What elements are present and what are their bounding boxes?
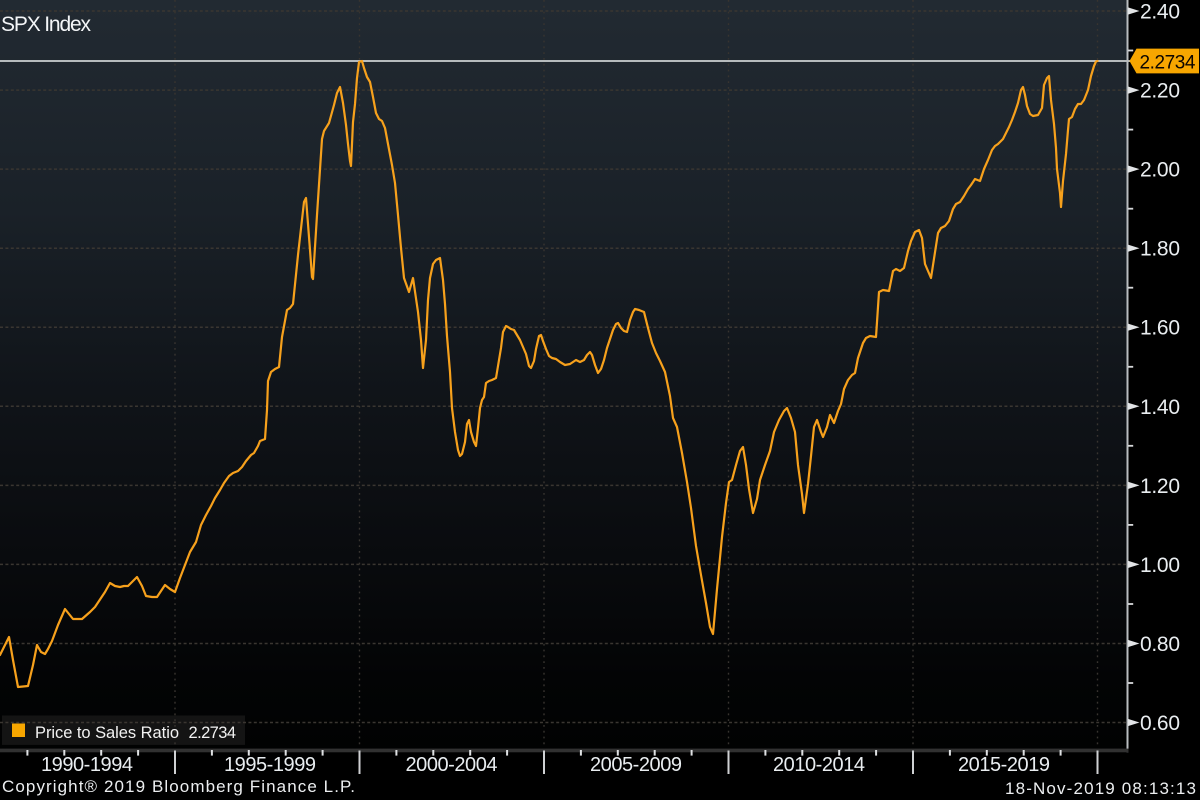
svg-text:1990-1994: 1990-1994 bbox=[41, 754, 133, 776]
svg-text:2.2734: 2.2734 bbox=[189, 724, 237, 742]
svg-text:Copyright® 2019 Bloomberg Fina: Copyright® 2019 Bloomberg Finance L.P. bbox=[2, 777, 355, 796]
svg-text:1.60: 1.60 bbox=[1140, 317, 1180, 340]
svg-text:1.20: 1.20 bbox=[1140, 475, 1180, 498]
svg-text:2.20: 2.20 bbox=[1140, 80, 1180, 103]
svg-text:Price to Sales Ratio: Price to Sales Ratio bbox=[35, 724, 179, 742]
svg-text:1995-1999: 1995-1999 bbox=[224, 754, 316, 776]
svg-text:1.00: 1.00 bbox=[1140, 554, 1180, 577]
svg-text:2005-2009: 2005-2009 bbox=[590, 754, 682, 776]
svg-text:0.60: 0.60 bbox=[1140, 712, 1180, 735]
svg-text:1.40: 1.40 bbox=[1140, 396, 1180, 419]
svg-text:2000-2004: 2000-2004 bbox=[406, 754, 498, 776]
svg-text:18-Nov-2019 08:13:13: 18-Nov-2019 08:13:13 bbox=[1005, 779, 1196, 798]
svg-text:2.2734: 2.2734 bbox=[1140, 53, 1196, 74]
svg-text:SPX Index: SPX Index bbox=[1, 13, 92, 36]
svg-text:2015-2019: 2015-2019 bbox=[958, 754, 1050, 776]
svg-text:2.00: 2.00 bbox=[1140, 159, 1180, 182]
svg-text:2.40: 2.40 bbox=[1140, 1, 1180, 24]
svg-text:1.80: 1.80 bbox=[1140, 238, 1180, 261]
svg-text:0.80: 0.80 bbox=[1140, 633, 1180, 656]
svg-text:2010-2014: 2010-2014 bbox=[773, 754, 865, 776]
